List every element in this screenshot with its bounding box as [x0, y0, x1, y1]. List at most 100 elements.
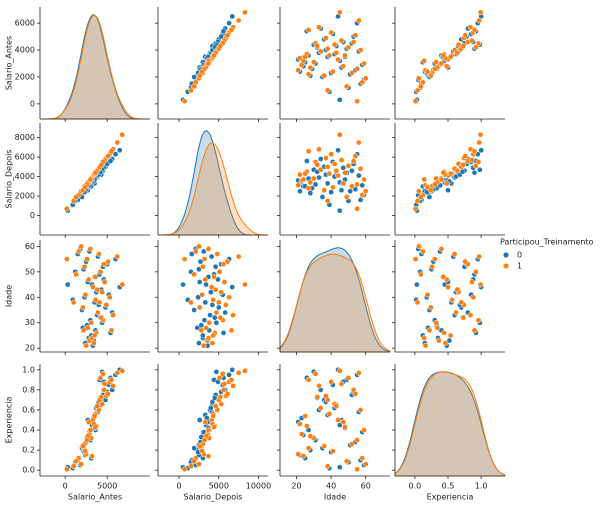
point [321, 443, 328, 449]
point [314, 394, 321, 400]
point [307, 190, 314, 196]
point [312, 370, 319, 377]
point [342, 52, 348, 59]
point [324, 198, 331, 204]
point [460, 43, 467, 49]
point [202, 276, 209, 283]
point [476, 139, 483, 146]
point [70, 299, 77, 306]
point [210, 296, 217, 303]
point [326, 411, 333, 417]
point [226, 294, 232, 301]
point [295, 67, 302, 74]
point [454, 286, 461, 293]
point [454, 167, 461, 174]
point [467, 24, 474, 31]
x-axis-label: Salario_Depois [184, 493, 243, 502]
point [94, 286, 100, 293]
y-tick-label: 0.2 [22, 446, 35, 455]
point [469, 157, 475, 163]
point [98, 394, 105, 400]
point [305, 377, 312, 383]
point [304, 158, 310, 164]
point [357, 407, 364, 413]
point [105, 258, 111, 265]
point [433, 59, 439, 66]
point [443, 180, 450, 187]
point [211, 314, 218, 321]
point [88, 319, 95, 326]
point [324, 463, 331, 470]
point [317, 166, 324, 173]
point [230, 312, 236, 318]
point [469, 279, 475, 285]
point [477, 281, 484, 288]
y-tick-label: 0 [30, 211, 35, 220]
point [329, 68, 336, 75]
point [304, 423, 310, 429]
point [431, 66, 438, 72]
point [424, 184, 431, 191]
point [343, 458, 350, 464]
point [340, 63, 347, 70]
kde-area [40, 14, 150, 120]
point [85, 276, 92, 283]
point [355, 139, 362, 146]
point [212, 263, 219, 270]
point [205, 427, 212, 433]
point [220, 330, 227, 336]
point [207, 312, 213, 318]
point [101, 381, 108, 387]
point [80, 327, 87, 334]
point [206, 319, 213, 326]
point [229, 366, 236, 373]
x-axis-label: Salario_Antes [68, 493, 122, 502]
point [224, 32, 231, 39]
point [458, 299, 465, 306]
point [340, 419, 347, 425]
point [228, 27, 235, 33]
point [336, 131, 343, 138]
point [188, 463, 194, 470]
y-tick-label: 30 [25, 318, 35, 327]
point [89, 453, 95, 459]
point [476, 166, 483, 173]
point [305, 185, 312, 192]
point [426, 327, 433, 334]
point [224, 258, 231, 265]
point [424, 68, 431, 75]
point [228, 327, 235, 334]
point [471, 169, 478, 176]
point [440, 169, 447, 176]
point [324, 180, 331, 187]
x-tick-label: 20 [291, 482, 301, 491]
point [451, 251, 458, 257]
point [106, 294, 113, 301]
point [328, 379, 334, 385]
point [202, 419, 209, 425]
point [201, 256, 208, 262]
point [209, 302, 216, 308]
point [82, 448, 89, 454]
point [336, 207, 343, 214]
point [302, 53, 308, 60]
point [192, 248, 199, 255]
point [453, 309, 459, 316]
point [323, 155, 329, 161]
y-axis-label: Experiencia [5, 397, 14, 444]
point [438, 246, 445, 252]
point [242, 281, 248, 288]
point [64, 205, 70, 212]
point [454, 49, 461, 56]
point [310, 175, 317, 182]
point [235, 369, 242, 376]
point [116, 147, 123, 154]
point [438, 60, 445, 67]
point [307, 179, 314, 186]
y-tick-label: 6000 [15, 153, 35, 162]
point [110, 312, 116, 318]
point [338, 187, 345, 194]
x-tick-label: 5000 [209, 482, 229, 491]
point [188, 251, 195, 257]
point [92, 296, 99, 303]
